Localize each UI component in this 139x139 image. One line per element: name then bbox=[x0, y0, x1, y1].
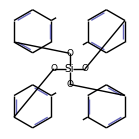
Text: O: O bbox=[50, 64, 57, 73]
Text: O: O bbox=[66, 80, 73, 89]
Text: O: O bbox=[82, 64, 89, 73]
Text: O: O bbox=[66, 49, 73, 58]
Text: Si: Si bbox=[65, 64, 74, 74]
